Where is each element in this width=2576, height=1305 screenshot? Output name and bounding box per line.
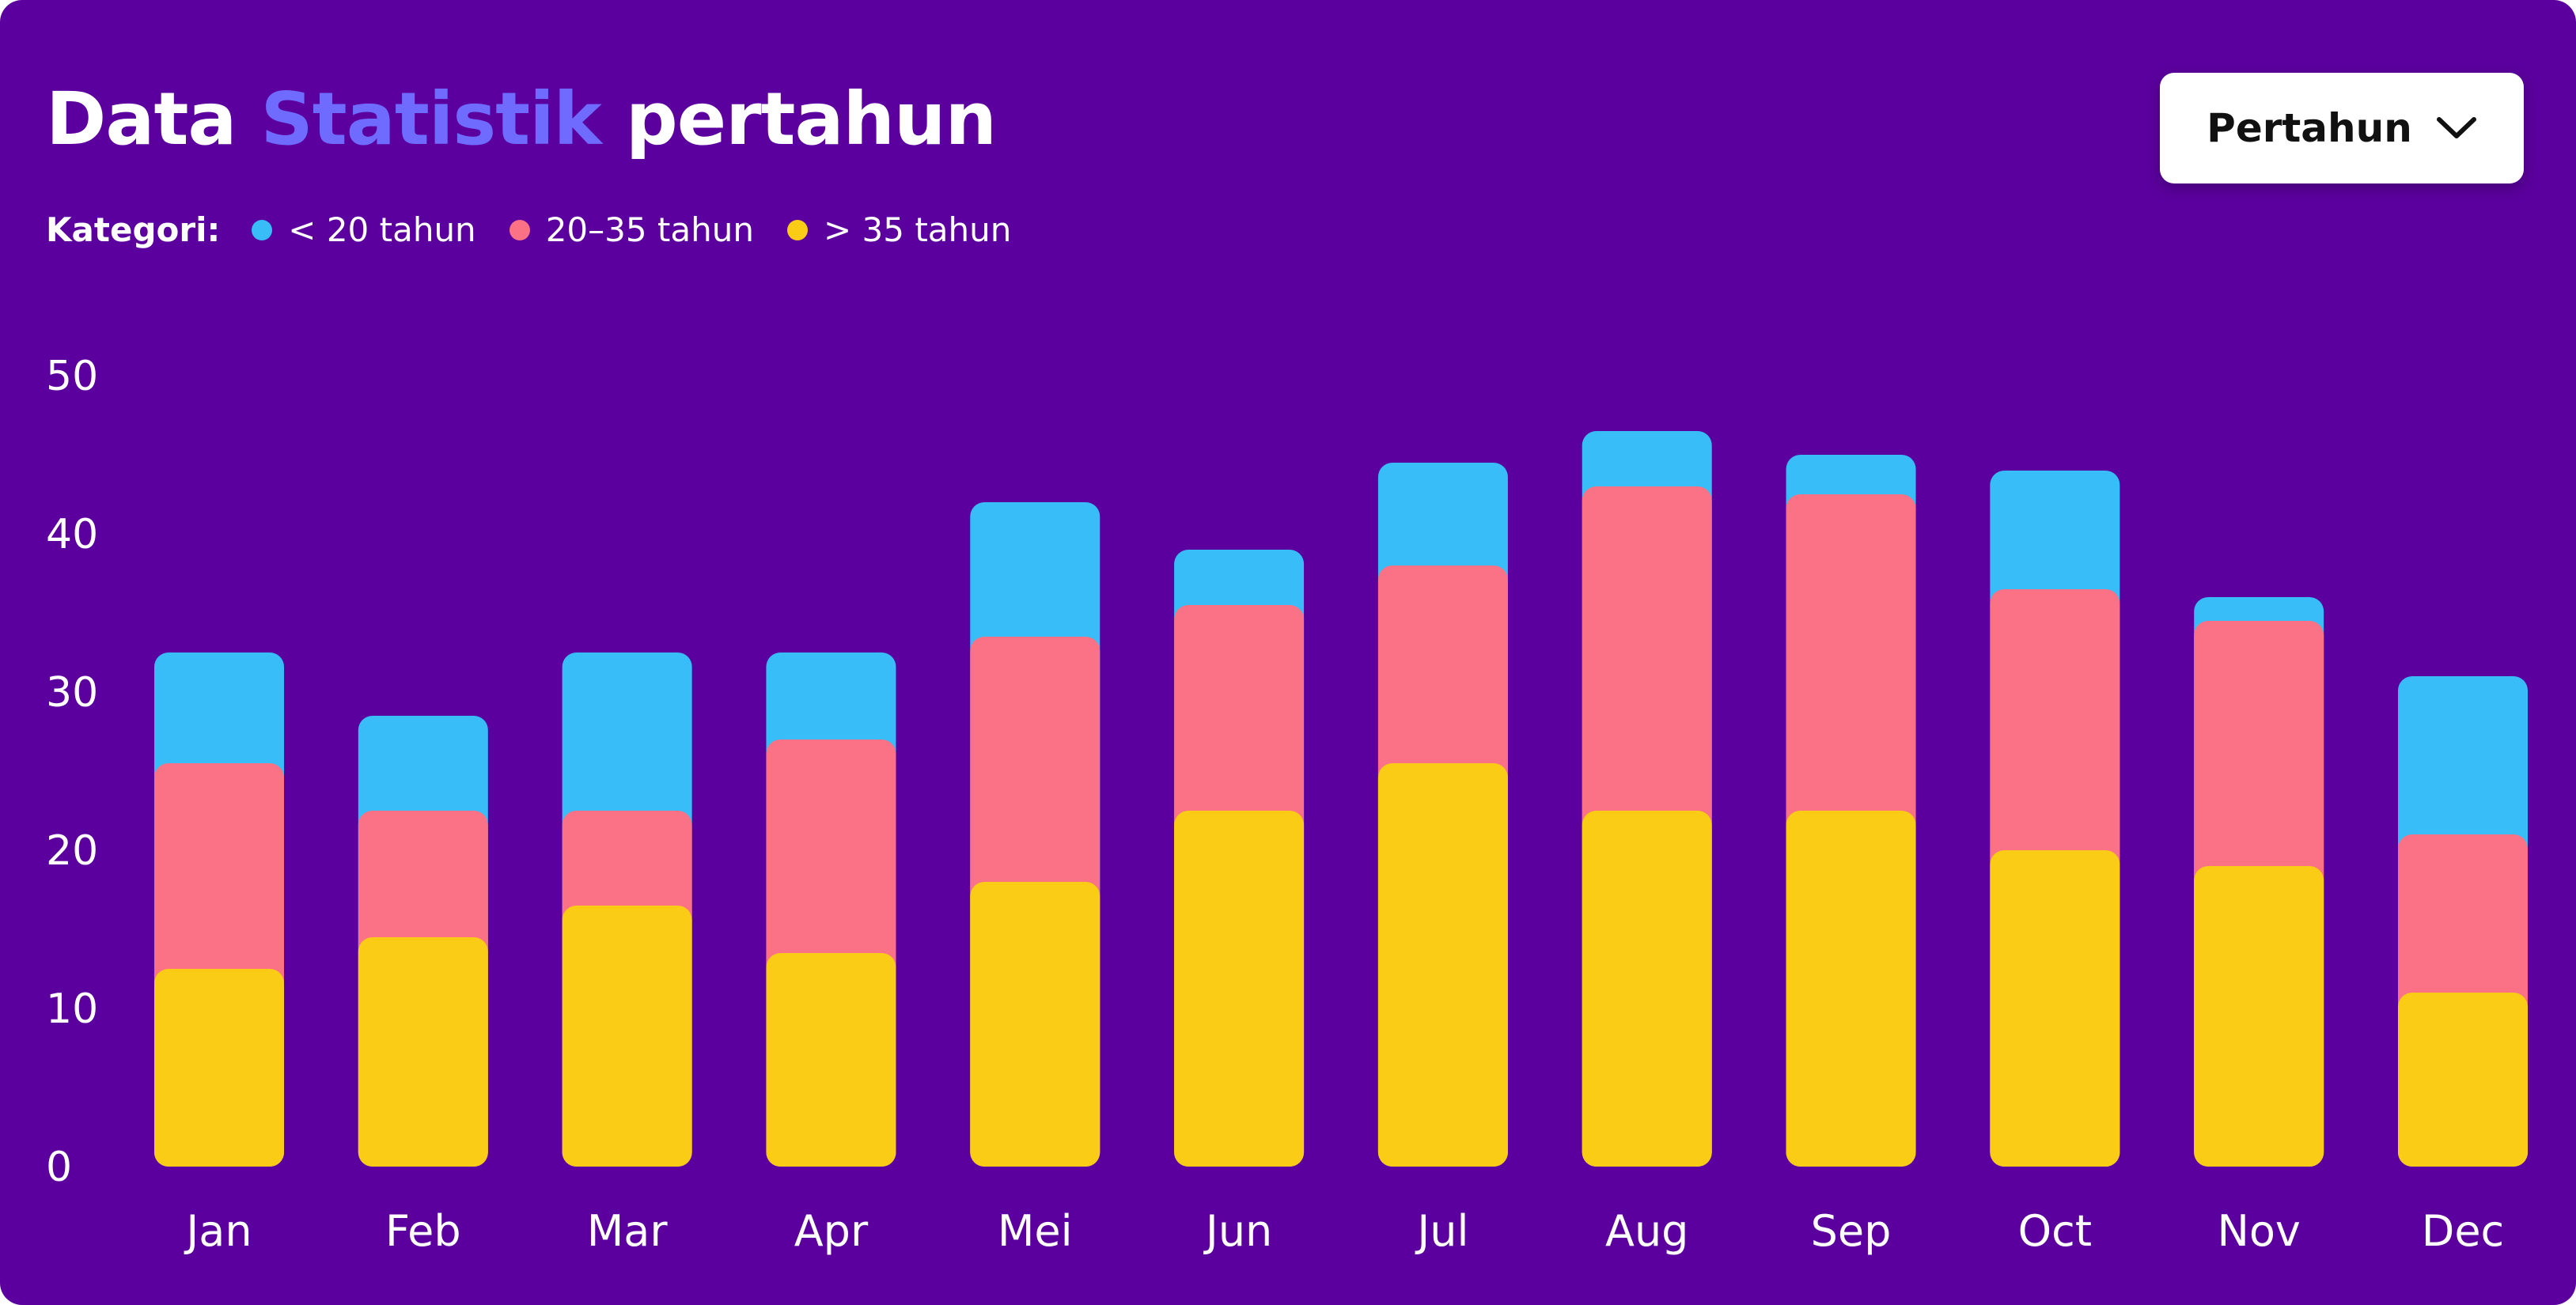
legend-item-over-35: > 35 tahun xyxy=(787,210,1011,249)
legend-item-20-35: 20–35 tahun xyxy=(509,210,754,249)
title-accent: Statistik xyxy=(260,77,602,161)
x-category-label: Jul xyxy=(1415,1206,1468,1256)
x-category-label: Jan xyxy=(184,1206,252,1256)
bar-segment-dec-0[interactable] xyxy=(2398,993,2528,1167)
bar-segment-oct-0[interactable] xyxy=(1990,850,2120,1167)
bar-segment-mar-0[interactable] xyxy=(562,906,692,1167)
y-tick-label: 0 xyxy=(46,1144,72,1191)
bar-segment-jan-0[interactable] xyxy=(154,969,284,1167)
legend-text-over-35: > 35 tahun xyxy=(824,210,1012,249)
y-tick-label: 10 xyxy=(46,985,98,1033)
x-category-label: Nov xyxy=(2217,1206,2300,1256)
period-dropdown[interactable]: Pertahun xyxy=(2160,73,2524,183)
x-category-label: Mar xyxy=(587,1206,669,1256)
x-category-label: Aug xyxy=(1605,1206,1688,1256)
bar-segment-mei-0[interactable] xyxy=(970,882,1100,1167)
bar-segment-aug-0[interactable] xyxy=(1582,811,1712,1167)
bar-segment-jun-0[interactable] xyxy=(1174,811,1305,1167)
bar-segment-nov-0[interactable] xyxy=(2194,866,2324,1167)
legend-dot-under-20 xyxy=(252,219,273,240)
y-tick-label: 50 xyxy=(46,353,98,400)
legend-dot-over-35 xyxy=(787,219,808,240)
y-tick-label: 20 xyxy=(46,827,98,875)
y-tick-label: 30 xyxy=(46,669,98,717)
bar-segment-jul-0[interactable] xyxy=(1377,763,1508,1167)
x-category-label: Apr xyxy=(794,1206,869,1256)
title-part-1: Data xyxy=(46,77,237,161)
period-dropdown-label: Pertahun xyxy=(2207,105,2412,151)
legend-label: Kategori: xyxy=(46,210,221,249)
x-category-label: Jun xyxy=(1203,1206,1272,1256)
y-tick-label: 40 xyxy=(46,511,98,558)
legend-dot-20-35 xyxy=(509,219,530,240)
x-category-label: Mei xyxy=(998,1206,1073,1256)
chevron-down-icon xyxy=(2436,117,2476,138)
legend: Kategori: < 20 tahun 20–35 tahun > 35 ta… xyxy=(46,210,1044,249)
legend-text-under-20: < 20 tahun xyxy=(288,210,476,249)
x-category-label: Dec xyxy=(2422,1206,2505,1256)
chart-title: Data Statistik pertahun xyxy=(46,77,997,161)
x-category-label: Sep xyxy=(1811,1206,1892,1256)
title-part-2: pertahun xyxy=(625,77,997,161)
legend-text-20-35: 20–35 tahun xyxy=(545,210,754,249)
bar-segment-apr-0[interactable] xyxy=(766,953,896,1167)
x-category-label: Feb xyxy=(385,1206,461,1256)
bar-segment-sep-0[interactable] xyxy=(1786,811,1916,1167)
legend-item-under-20: < 20 tahun xyxy=(252,210,476,249)
bar-segment-feb-0[interactable] xyxy=(358,937,488,1167)
x-category-label: Oct xyxy=(2018,1206,2092,1256)
